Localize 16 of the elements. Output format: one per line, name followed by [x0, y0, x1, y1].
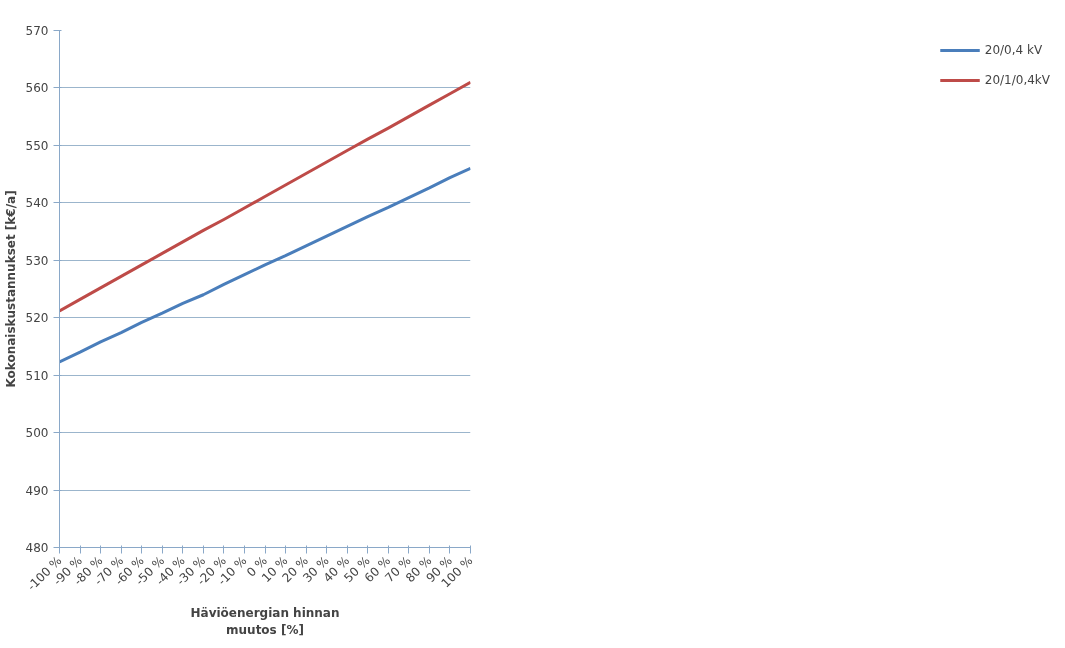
x-axis-title: Häviöenergian hinnan muutos [%] — [190, 606, 340, 638]
y-tick-label: 520 — [25, 311, 49, 326]
y-tick-label: 570 — [25, 24, 49, 38]
legend-label: 20/0,4 kV — [984, 43, 1043, 57]
y-tick-label: 510 — [25, 368, 49, 383]
y-tick-label: 480 — [25, 541, 49, 555]
legend-label: 20/1/0,4kV — [984, 73, 1050, 87]
y-tick-label: 500 — [25, 426, 49, 441]
y-tick-label: 530 — [25, 253, 49, 268]
y-axis-title: Kokonaiskustannukset [k€/a] — [3, 190, 18, 388]
y-tick-label: 550 — [25, 138, 49, 153]
y-tick-label: 560 — [25, 81, 49, 96]
y-tick-label: 540 — [25, 196, 49, 211]
y-tick-label: 490 — [25, 483, 49, 498]
line-series — [59, 166, 471, 364]
line-series — [59, 80, 471, 313]
